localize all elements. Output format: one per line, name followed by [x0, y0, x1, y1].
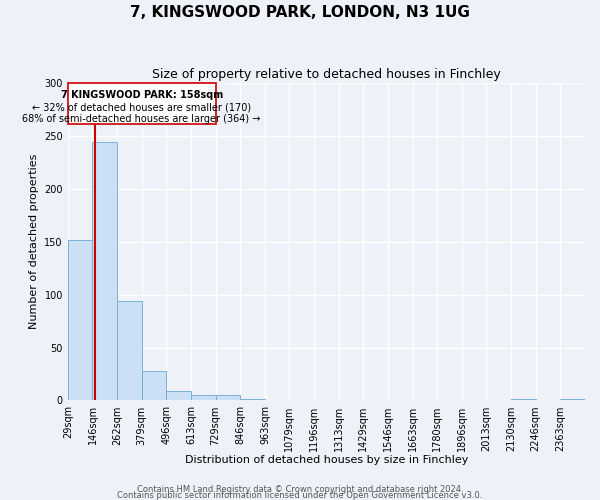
- Bar: [215, 395, 240, 400]
- Bar: [68, 83, 215, 124]
- Text: 7 KINGSWOOD PARK: 158sqm: 7 KINGSWOOD PARK: 158sqm: [61, 90, 223, 101]
- X-axis label: Distribution of detached houses by size in Finchley: Distribution of detached houses by size …: [185, 455, 468, 465]
- Text: 68% of semi-detached houses are larger (364) →: 68% of semi-detached houses are larger (…: [22, 114, 261, 124]
- Text: ← 32% of detached houses are smaller (170): ← 32% of detached houses are smaller (17…: [32, 102, 251, 112]
- Y-axis label: Number of detached properties: Number of detached properties: [29, 154, 39, 330]
- Bar: [142, 371, 166, 400]
- Text: 7, KINGSWOOD PARK, LONDON, N3 1UG: 7, KINGSWOOD PARK, LONDON, N3 1UG: [130, 5, 470, 20]
- Title: Size of property relative to detached houses in Finchley: Size of property relative to detached ho…: [152, 68, 501, 80]
- Text: Contains public sector information licensed under the Open Government Licence v3: Contains public sector information licen…: [118, 490, 482, 500]
- Bar: [166, 391, 191, 400]
- Bar: [191, 395, 215, 400]
- Bar: [117, 301, 142, 400]
- Bar: [92, 142, 117, 400]
- Text: Contains HM Land Registry data © Crown copyright and database right 2024.: Contains HM Land Registry data © Crown c…: [137, 484, 463, 494]
- Bar: [68, 240, 92, 400]
